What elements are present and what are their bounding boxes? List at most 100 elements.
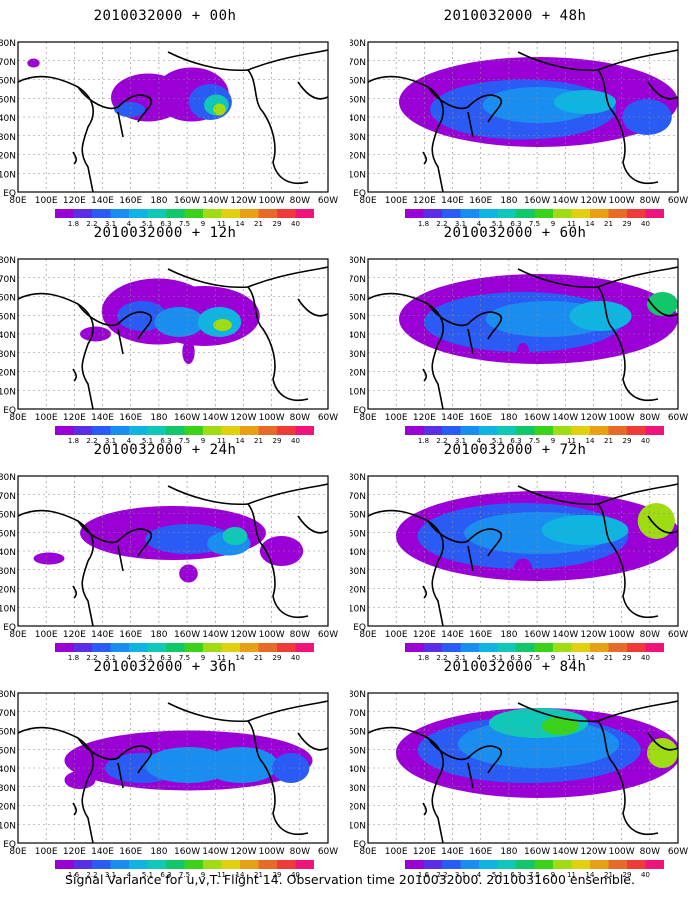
- legend-swatch: [608, 426, 627, 435]
- lon-tick-label: 80E: [9, 630, 26, 640]
- legend-tick-label: 6.3: [510, 220, 521, 228]
- coastline: [467, 111, 474, 138]
- legend-tick-label: 3.1: [455, 220, 466, 228]
- coastline: [297, 81, 328, 100]
- legend-tick-label: 6.3: [160, 871, 171, 879]
- legend-tick-label: 29: [623, 654, 632, 662]
- lon-tick-label: 180: [500, 196, 517, 206]
- legend-tick-label: 2.2: [86, 220, 97, 228]
- legend-swatch: [295, 643, 314, 652]
- legend-swatch: [110, 860, 129, 869]
- legend-swatch: [497, 209, 516, 218]
- lon-tick-label: 180: [150, 196, 167, 206]
- legend-swatch: [129, 426, 148, 435]
- lon-tick-label: 160W: [174, 413, 200, 423]
- lon-tick-label: 140W: [202, 847, 228, 857]
- legend-tick-label: 11: [567, 220, 576, 228]
- color-legend: 1.8 2.2 3.1 4 5.1 6.3 7.5 9 11 14 21 29 40: [405, 426, 664, 445]
- coastline: [368, 75, 444, 192]
- lat-tick-label: 60N: [0, 294, 16, 304]
- lon-tick-label: 100E: [385, 847, 408, 857]
- legend-swatch: [405, 209, 424, 218]
- legend-swatch: [184, 860, 203, 869]
- legend-tick-label: 14: [236, 871, 245, 879]
- legend-swatch: [258, 860, 277, 869]
- legend-swatch: [203, 209, 222, 218]
- lon-tick-label: 80E: [359, 196, 376, 206]
- lon-tick-label: 120E: [413, 847, 436, 857]
- coastline: [117, 328, 124, 355]
- lat-tick-label: 20N: [350, 369, 366, 379]
- lon-tick-label: 140E: [441, 413, 464, 423]
- legend-tick-label: 9: [551, 654, 555, 662]
- lon-tick-label: 140W: [202, 196, 228, 206]
- legend-tick-label: 21: [254, 871, 263, 879]
- lat-tick-label: EQ: [353, 623, 366, 633]
- lon-tick-label: 80E: [9, 196, 26, 206]
- lat-tick-label: 40N: [350, 765, 366, 775]
- legend-tick-label: 11: [217, 871, 226, 879]
- lat-tick-label: 50N: [350, 746, 366, 756]
- lat-tick-label: 80N: [0, 690, 16, 700]
- lon-tick-label: 120W: [230, 630, 256, 640]
- lon-tick-label: 140E: [91, 413, 114, 423]
- legend-tick-label: 1.8: [68, 654, 79, 662]
- coastline: [597, 49, 678, 71]
- lat-tick-label: 40N: [0, 548, 16, 558]
- legend-swatch: [147, 643, 166, 652]
- legend-swatch: [240, 209, 259, 218]
- lat-tick-label: 10N: [350, 821, 366, 831]
- variance-contour: [114, 102, 146, 117]
- legend-tick-label: 5.1: [142, 220, 153, 228]
- lat-tick-label: 70N: [350, 58, 366, 68]
- lat-tick-label: 80N: [0, 473, 16, 483]
- legend-swatch: [497, 860, 516, 869]
- lon-tick-label: 140E: [441, 847, 464, 857]
- lat-tick-label: EQ: [353, 840, 366, 850]
- variance-contour: [222, 527, 248, 545]
- legend-tick-label: 3.1: [105, 437, 116, 445]
- variance-contour: [182, 340, 195, 364]
- coastline: [117, 762, 124, 789]
- lat-tick-label: 70N: [0, 492, 16, 502]
- legend-swatch: [645, 860, 664, 869]
- legend-swatch: [73, 643, 92, 652]
- legend-swatch: [590, 860, 609, 869]
- lon-tick-label: 180: [500, 630, 517, 640]
- coastline: [117, 545, 124, 572]
- lon-tick-label: 140E: [441, 196, 464, 206]
- map-frame: [367, 475, 679, 627]
- lon-tick-label: 160E: [469, 630, 492, 640]
- lon-tick-label: 60W: [668, 847, 688, 857]
- legend-tick-label: 3.1: [105, 220, 116, 228]
- coastline: [72, 802, 78, 816]
- variance-contour: [637, 503, 675, 539]
- coastline: [597, 266, 678, 288]
- legend-tick-label: 4: [127, 871, 132, 879]
- map-frame: [17, 41, 329, 193]
- legend-tick-label: 14: [236, 437, 245, 445]
- legend-tick-label: 2.2: [436, 871, 447, 879]
- legend-tick-label: 1.6: [418, 871, 430, 879]
- legend-swatch: [92, 209, 111, 218]
- legend-tick-label: 5.1: [142, 871, 153, 879]
- coastline: [422, 151, 428, 165]
- lon-tick-label: 140W: [552, 196, 578, 206]
- lat-tick-label: 50N: [0, 746, 16, 756]
- legend-swatch: [166, 209, 185, 218]
- legend-swatch: [553, 643, 572, 652]
- legend-tick-label: 6.3: [160, 220, 171, 228]
- coastline: [167, 51, 309, 184]
- legend-swatch: [129, 209, 148, 218]
- legend-tick-label: 6.3: [160, 437, 171, 445]
- legend-tick-label: 3.1: [105, 654, 116, 662]
- legend-tick-label: 11: [567, 437, 576, 445]
- legend-swatch: [423, 426, 442, 435]
- legend-tick-label: 29: [273, 437, 282, 445]
- legend-tick-label: 7.5: [529, 871, 540, 879]
- lat-tick-label: 40N: [0, 765, 16, 775]
- legend-swatch: [277, 860, 296, 869]
- coastline: [427, 520, 503, 557]
